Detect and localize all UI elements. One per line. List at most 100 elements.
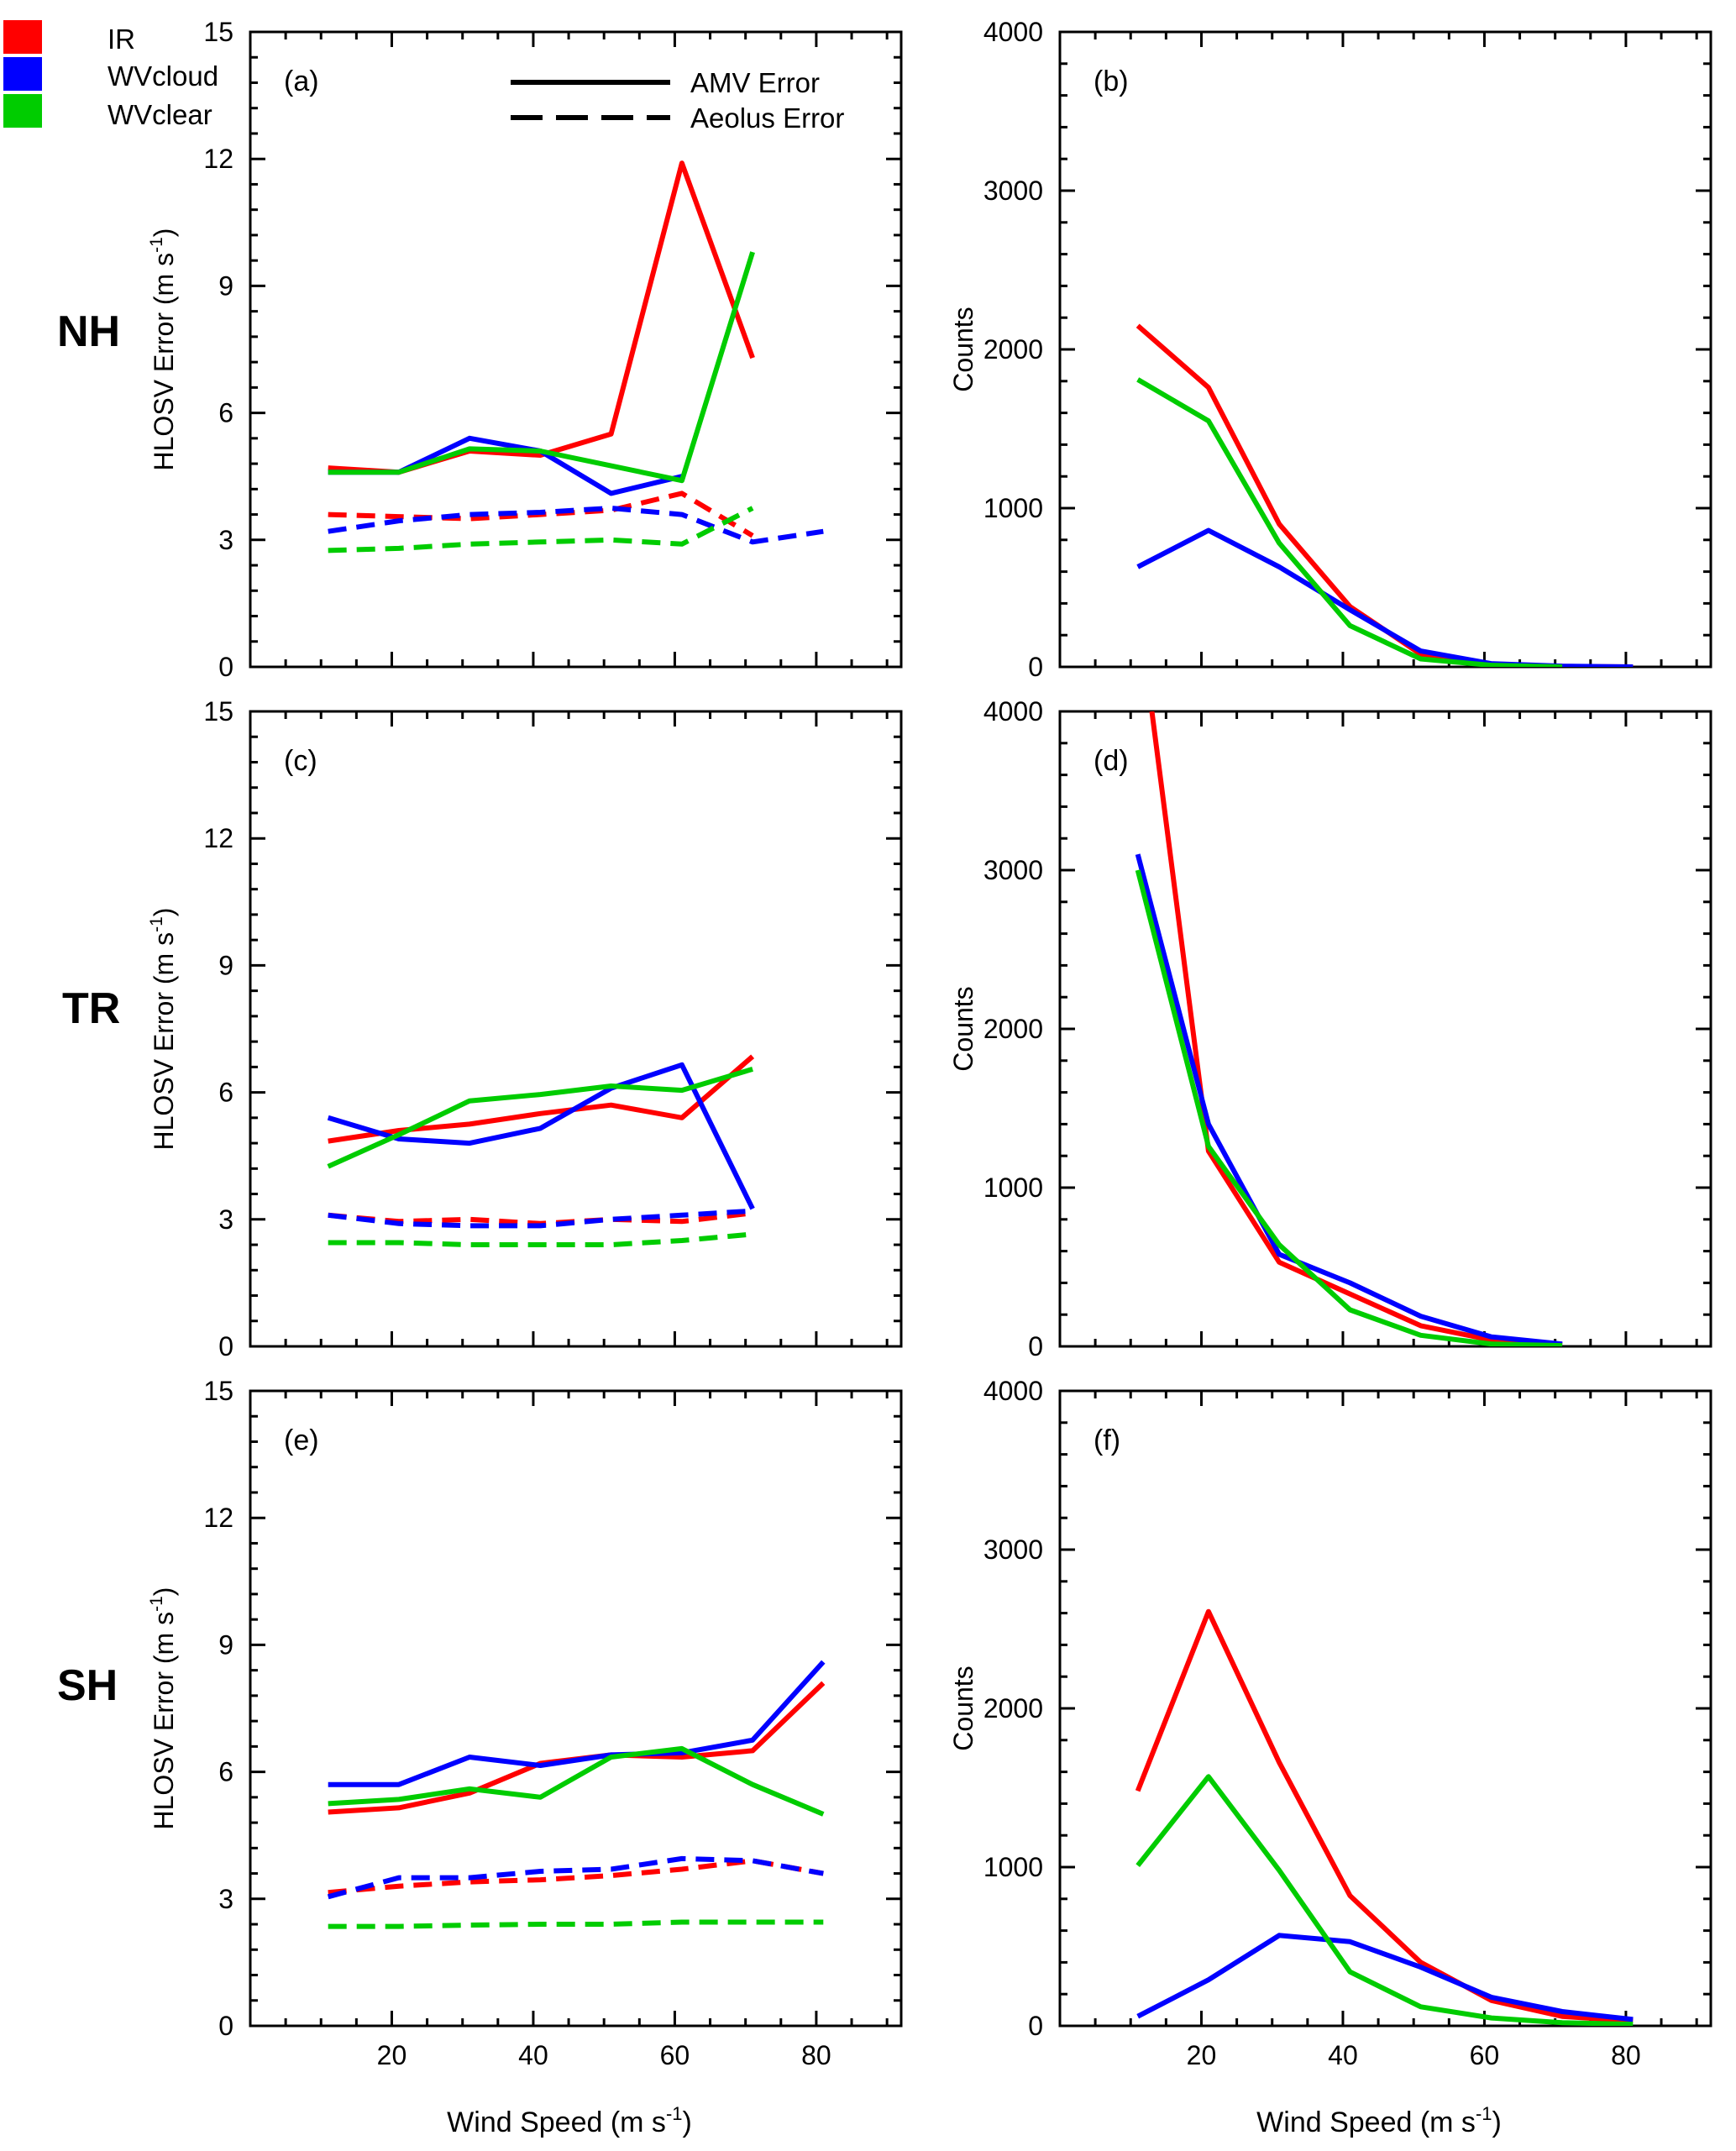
panel-b: 0 1000 2000 3000 4000 Counts (b) — [948, 17, 1712, 682]
x-tick-label: 20 — [1187, 2040, 1217, 2070]
y-tick-label: 9 — [218, 1629, 233, 1660]
row-label-sh: SH — [57, 1661, 118, 1710]
x-tick-label: 40 — [1328, 2040, 1358, 2070]
y-tick-label: 3000 — [983, 855, 1043, 885]
y-tick-label: 3000 — [983, 1535, 1043, 1565]
series-lines — [1135, 1608, 1634, 2026]
y-tick-label: 3000 — [983, 176, 1043, 206]
series-line-wvcloud — [1135, 853, 1563, 1346]
y-tick-label: 9 — [218, 950, 233, 980]
series-line-wvclear — [1136, 377, 1563, 667]
y-tick-label: 0 — [1028, 2011, 1043, 2041]
y-tick-label: 4000 — [983, 1376, 1043, 1406]
y-axis-label: HLOSV Error (m s-1) — [147, 1587, 179, 1830]
plot-frame — [1058, 710, 1712, 1348]
series-line-wvcloud-aeolus-error — [328, 506, 824, 545]
panel-label: (e) — [284, 1424, 319, 1456]
y-tick-label: 2000 — [983, 1693, 1043, 1723]
series-line-wvclear-amv-error — [327, 1067, 753, 1169]
y-tick-label: 15 — [203, 1376, 233, 1406]
panel-label: (f) — [1094, 1424, 1120, 1456]
series-line-wvcloud — [1136, 527, 1634, 667]
series-line-ir-aeolus-error — [328, 1858, 824, 1896]
row-label-nh: NH — [57, 307, 120, 356]
y-axis-label: Counts — [948, 986, 978, 1071]
y-tick-label: 0 — [218, 2011, 233, 2041]
legend-label-aeolus-error: Aeolus Error — [690, 102, 844, 134]
series-line-wvclear-amv-error — [328, 1745, 825, 1817]
legend-swatch-wvclear — [3, 94, 42, 128]
y-tick-label: 0 — [218, 1331, 233, 1361]
series-lines — [328, 160, 824, 553]
y-tick-label: 3 — [218, 525, 233, 555]
series-line-wvclear-aeolus-error — [328, 1919, 824, 1929]
series-line-wvcloud-amv-error — [328, 1660, 826, 1787]
y-tick-label: 9 — [218, 270, 233, 301]
series-line-wvcloud-aeolus-error — [328, 1208, 753, 1229]
y-tick-label: 1000 — [983, 1852, 1043, 1882]
y-tick-label: 1000 — [983, 493, 1043, 523]
y-tick-label: 3 — [218, 1204, 233, 1235]
series-line-ir — [1135, 1608, 1634, 2024]
x-axis-label-right: Wind Speed (m s-1) — [1256, 2103, 1502, 2138]
series-line-wvclear-amv-error — [328, 251, 755, 484]
legend-label-ir: IR — [108, 24, 135, 55]
series-lines — [1135, 711, 1563, 1346]
panel-c: 0 3 6 9 12 15 HLOSV Error (m s-1) (c) — [147, 696, 903, 1361]
y-axis-label: HLOSV Error (m s-1) — [147, 908, 179, 1151]
series-line-ir — [1149, 711, 1563, 1346]
y-tick-label: 15 — [203, 696, 233, 727]
y-tick-label: 1000 — [983, 1173, 1043, 1203]
plot-frame — [1058, 30, 1712, 669]
panel-e: 20 40 60 80 0 3 6 9 12 15 HLOSV Error (m s-1) (e) — [147, 1376, 903, 2070]
series-line-wvclear — [1135, 1774, 1634, 2026]
legend: IR WVcloud WVclear AMV Error Aeolus Erro… — [3, 20, 844, 134]
series-lines — [1135, 323, 1634, 667]
y-tick-label: 12 — [203, 144, 233, 174]
legend-label-amv-error: AMV Error — [690, 67, 820, 98]
y-axis-label: Counts — [948, 307, 978, 391]
y-tick-label: 6 — [218, 1078, 233, 1108]
y-tick-label: 2000 — [983, 334, 1043, 365]
legend-label-wvcloud: WVcloud — [108, 60, 218, 92]
x-tick-label: 40 — [518, 2040, 548, 2070]
y-tick-label: 4000 — [983, 696, 1043, 727]
series-line-wvcloud-amv-error — [328, 435, 683, 496]
panel-label: (b) — [1094, 66, 1129, 97]
x-tick-label: 20 — [377, 2040, 407, 2070]
y-axis-label: Counts — [948, 1666, 978, 1750]
series-line-wvclear-aeolus-error — [328, 1231, 753, 1247]
x-tick-label: 80 — [1611, 2040, 1641, 2070]
legend-label-wvclear: WVclear — [108, 99, 212, 130]
series-line-ir — [1135, 323, 1634, 667]
plot-frame — [249, 710, 903, 1348]
plot-frame — [249, 30, 903, 669]
y-tick-label: 3 — [218, 1884, 233, 1914]
y-tick-label: 15 — [203, 17, 233, 47]
panel-label: (d) — [1094, 745, 1129, 777]
series-line-wvcloud-amv-error — [327, 1062, 755, 1210]
x-tick-label: 60 — [1470, 2040, 1500, 2070]
x-tick-label: 80 — [801, 2040, 831, 2070]
y-tick-label: 0 — [218, 652, 233, 682]
panel-a: 0 3 6 9 12 15 HLOSV Error (m s-1) (a) — [147, 17, 903, 682]
y-tick-label: 6 — [218, 1757, 233, 1787]
series-line-ir-amv-error — [328, 1681, 826, 1815]
row-label-tr: TR — [62, 984, 120, 1033]
legend-swatch-ir — [3, 20, 42, 54]
series-line-wvcloud — [1136, 1933, 1634, 2022]
y-tick-label: 0 — [1028, 1331, 1043, 1361]
panel-d: 0 1000 2000 3000 4000 Counts (d) — [948, 696, 1712, 1361]
plot-frame — [249, 1389, 903, 2028]
series-lines — [327, 1660, 826, 1929]
y-axis-label: HLOSV Error (m s-1) — [147, 228, 179, 471]
y-tick-label: 6 — [218, 398, 233, 428]
y-tick-label: 12 — [203, 823, 233, 853]
x-axis-label-left: Wind Speed (m s-1) — [447, 2103, 692, 2138]
x-tick-label: 60 — [660, 2040, 690, 2070]
panel-f: 20 40 60 80 0 1000 2000 3000 4000 Counts (f) — [948, 1376, 1712, 2070]
series-line-wvclear — [1135, 869, 1563, 1346]
legend-swatch-wvcloud — [3, 57, 42, 91]
series-line-wvcloud-aeolus-error — [327, 1855, 824, 1900]
